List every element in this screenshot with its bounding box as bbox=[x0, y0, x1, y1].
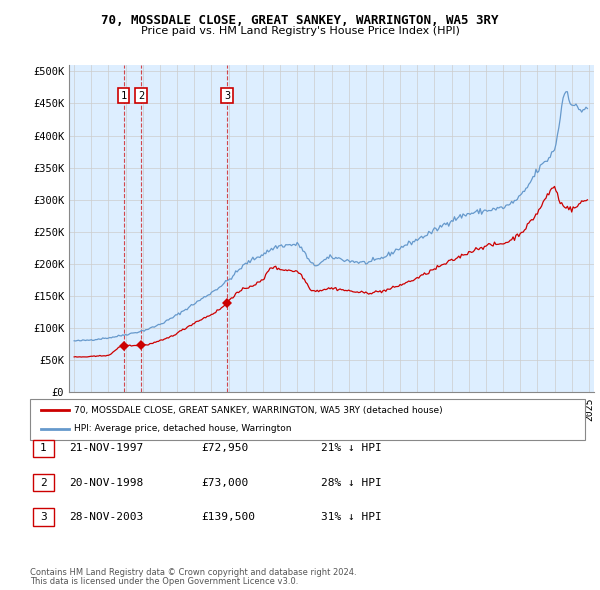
Text: 28-NOV-2003: 28-NOV-2003 bbox=[69, 512, 143, 522]
Text: £139,500: £139,500 bbox=[201, 512, 255, 522]
Text: 70, MOSSDALE CLOSE, GREAT SANKEY, WARRINGTON, WA5 3RY (detached house): 70, MOSSDALE CLOSE, GREAT SANKEY, WARRIN… bbox=[74, 406, 442, 415]
Text: 2: 2 bbox=[138, 91, 144, 101]
Text: Price paid vs. HM Land Registry's House Price Index (HPI): Price paid vs. HM Land Registry's House … bbox=[140, 26, 460, 36]
Text: 2: 2 bbox=[40, 478, 47, 487]
Text: £73,000: £73,000 bbox=[201, 478, 248, 487]
Text: 3: 3 bbox=[40, 512, 47, 522]
Text: £72,950: £72,950 bbox=[201, 444, 248, 453]
Text: 70, MOSSDALE CLOSE, GREAT SANKEY, WARRINGTON, WA5 3RY: 70, MOSSDALE CLOSE, GREAT SANKEY, WARRIN… bbox=[101, 14, 499, 27]
Text: 28% ↓ HPI: 28% ↓ HPI bbox=[321, 478, 382, 487]
Text: Contains HM Land Registry data © Crown copyright and database right 2024.: Contains HM Land Registry data © Crown c… bbox=[30, 568, 356, 577]
Text: 31% ↓ HPI: 31% ↓ HPI bbox=[321, 512, 382, 522]
Text: 3: 3 bbox=[224, 91, 230, 101]
Text: HPI: Average price, detached house, Warrington: HPI: Average price, detached house, Warr… bbox=[74, 424, 292, 433]
Text: 21-NOV-1997: 21-NOV-1997 bbox=[69, 444, 143, 453]
Text: This data is licensed under the Open Government Licence v3.0.: This data is licensed under the Open Gov… bbox=[30, 577, 298, 586]
Text: 20-NOV-1998: 20-NOV-1998 bbox=[69, 478, 143, 487]
Text: 21% ↓ HPI: 21% ↓ HPI bbox=[321, 444, 382, 453]
Text: 1: 1 bbox=[121, 91, 127, 101]
Text: 1: 1 bbox=[40, 444, 47, 453]
